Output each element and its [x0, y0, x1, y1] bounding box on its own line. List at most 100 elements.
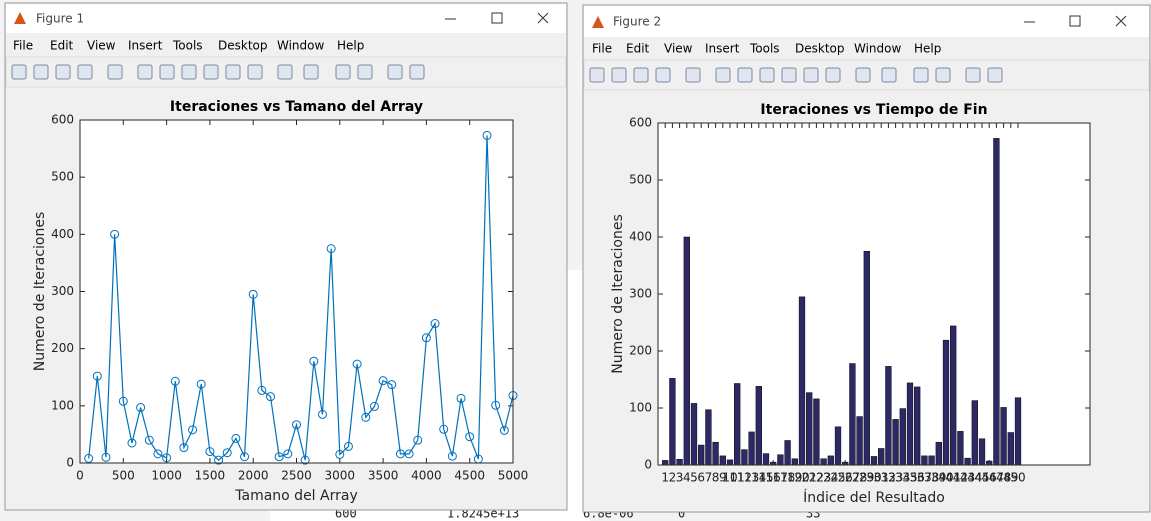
- y-tick-label: 200: [51, 341, 74, 355]
- bar: [712, 441, 719, 466]
- x-tick-label: 1000: [151, 469, 182, 483]
- toolbar-button[interactable]: [633, 67, 649, 83]
- menu-item[interactable]: View: [87, 39, 116, 53]
- toolbar-button[interactable]: [277, 64, 293, 80]
- x-tick-label: 16: [766, 471, 781, 485]
- menu-item[interactable]: Tools: [749, 42, 780, 56]
- toolbar-button[interactable]: [203, 64, 219, 80]
- toolbar-button[interactable]: [159, 64, 175, 80]
- data-point: [127, 438, 137, 448]
- bar: [957, 431, 964, 466]
- bar: [1000, 407, 1007, 466]
- maximize-button[interactable]: [491, 12, 503, 24]
- toolbar-button[interactable]: [935, 67, 951, 83]
- toolbar-button[interactable]: [611, 67, 627, 83]
- menu-item[interactable]: Tools: [172, 39, 203, 53]
- x-tick-label: 14: [751, 471, 766, 485]
- toolbar-button[interactable]: [55, 64, 71, 80]
- bar: [719, 455, 726, 466]
- toolbar-button[interactable]: [409, 64, 425, 80]
- close-button[interactable]: [1115, 15, 1127, 27]
- x-tick-label: 25: [830, 471, 845, 485]
- bg-text: 0: [678, 507, 685, 521]
- toolbar-button[interactable]: [881, 67, 897, 83]
- y-tick-label: 400: [629, 230, 652, 244]
- menu-item[interactable]: Insert: [128, 39, 163, 53]
- toolbar-button[interactable]: [655, 67, 671, 83]
- toolbar-button[interactable]: [589, 67, 605, 83]
- menu-item[interactable]: Help: [914, 42, 941, 56]
- toolbar-button[interactable]: [685, 67, 701, 83]
- data-point: [153, 449, 163, 459]
- data-point: [283, 449, 293, 459]
- bar: [741, 449, 748, 466]
- data-point: [274, 452, 284, 462]
- toolbar-button[interactable]: [335, 64, 351, 80]
- toolbar-button[interactable]: [987, 67, 1003, 83]
- toolbar-button[interactable]: [225, 64, 241, 80]
- toolbar-button[interactable]: [137, 64, 153, 80]
- menu-item[interactable]: Window: [277, 39, 325, 53]
- bar: [734, 383, 741, 466]
- toolbar-button[interactable]: [107, 64, 123, 80]
- menu-item[interactable]: Edit: [50, 39, 74, 53]
- data-point: [266, 392, 276, 402]
- data-point: [248, 289, 258, 299]
- data-point: [413, 435, 423, 445]
- y-axis-label: Numero de Iteraciones: [32, 212, 48, 372]
- menu-item[interactable]: File: [592, 42, 612, 56]
- data-point: [335, 449, 345, 459]
- toolbar-button[interactable]: [181, 64, 197, 80]
- toolbar-button[interactable]: [33, 64, 49, 80]
- toolbar-button[interactable]: [715, 67, 731, 83]
- toolbar-button[interactable]: [77, 64, 93, 80]
- menu-item[interactable]: Desktop: [795, 42, 845, 56]
- data-point: [499, 425, 509, 435]
- x-tick-label: 4000: [411, 469, 442, 483]
- data-line: [88, 135, 514, 461]
- x-tick-label: 18: [780, 471, 795, 485]
- window-title: Figure 1: [36, 12, 84, 26]
- menu-item[interactable]: Window: [854, 42, 902, 56]
- toolbar-button[interactable]: [387, 64, 403, 80]
- toolbar-button[interactable]: [781, 67, 797, 83]
- x-tick-label: 4500: [454, 469, 485, 483]
- bar: [834, 426, 842, 466]
- menu-item[interactable]: Edit: [626, 42, 650, 56]
- menu-item[interactable]: Insert: [705, 42, 740, 56]
- toolbar-button[interactable]: [303, 64, 319, 80]
- bar: [914, 386, 921, 466]
- bar: [791, 458, 798, 466]
- menu-item[interactable]: Help: [337, 39, 364, 53]
- toolbar-button[interactable]: [913, 67, 929, 83]
- toolbar-button[interactable]: [247, 64, 263, 80]
- data-point: [240, 452, 250, 462]
- x-tick-label: 49: [1003, 471, 1018, 485]
- toolbar-button[interactable]: [965, 67, 981, 83]
- x-tick-label: 12: [737, 471, 752, 485]
- y-tick-label: 600: [629, 116, 652, 130]
- toolbar-button[interactable]: [357, 64, 373, 80]
- menu-item[interactable]: Desktop: [218, 39, 268, 53]
- menu-item[interactable]: File: [13, 39, 33, 53]
- data-point: [300, 455, 310, 465]
- data-point: [205, 447, 215, 457]
- x-tick-label: 4: [683, 471, 691, 485]
- x-tick-label: 5: [690, 471, 698, 485]
- toolbar-button[interactable]: [759, 67, 775, 83]
- bar: [726, 459, 734, 466]
- menu-item[interactable]: View: [664, 42, 693, 56]
- bar: [863, 251, 870, 466]
- maximize-button[interactable]: [1069, 15, 1081, 27]
- toolbar-button[interactable]: [11, 64, 27, 80]
- x-tick-label: 38: [924, 471, 939, 485]
- data-point: [101, 452, 111, 462]
- close-button[interactable]: [537, 12, 549, 24]
- toolbar-button[interactable]: [803, 67, 819, 83]
- toolbar-button[interactable]: [855, 67, 871, 83]
- toolbar-button[interactable]: [737, 67, 753, 83]
- app-icon: [14, 12, 26, 24]
- toolbar-button[interactable]: [825, 67, 841, 83]
- data-point: [118, 396, 128, 406]
